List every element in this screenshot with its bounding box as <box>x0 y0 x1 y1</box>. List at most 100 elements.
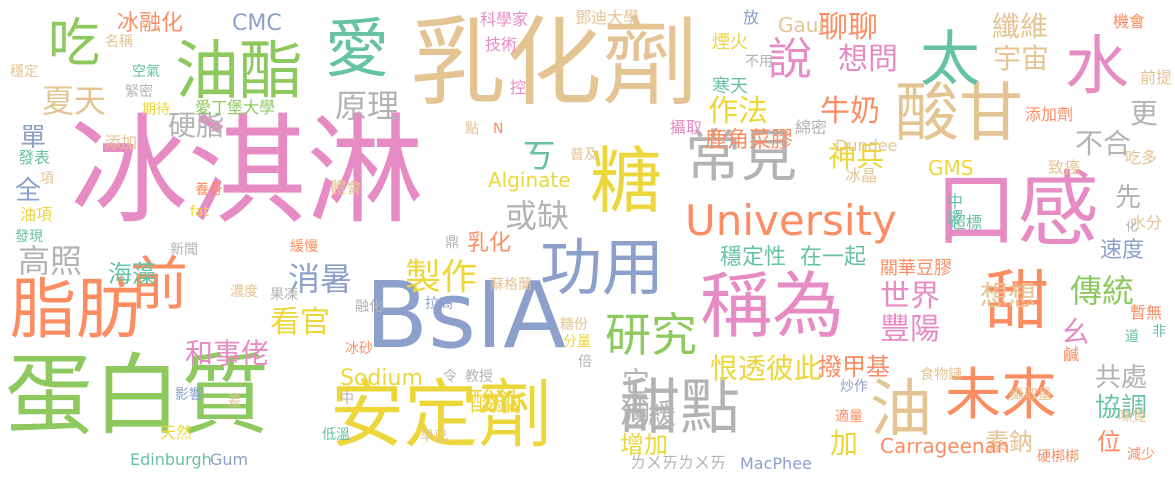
word-dundee: Dundee <box>835 136 898 155</box>
word-65b0805e: 新聞 <box>170 242 198 258</box>
word-gaur: Gaur <box>778 13 827 37</box>
word-62c99ad8: 拉高 <box>425 296 453 312</box>
word-4f5c6cd5: 作法 <box>708 94 768 129</box>
word-51b06676: 冰晶 <box>845 166 878 185</box>
word-macphee: MacPhee <box>740 454 812 473</box>
word-6fc35ea6: 濃度 <box>230 284 258 300</box>
word-9e79: 鹹 <box>1063 345 1080 364</box>
word-6cb9916f: 油酯 <box>175 35 303 109</box>
word-79d15b785bb6: 科學家 <box>480 10 529 29</box>
word-7159706b: 煙火 <box>712 32 748 53</box>
word-7cd6: 糖 <box>590 139 663 223</box>
word-804a804a: 聊聊 <box>818 10 878 45</box>
word-91278fea59275b78: 鄧迪大學 <box>575 8 640 27</box>
word-gum: Gum <box>210 450 249 469</box>
word-5168: 全 <box>15 176 42 206</box>
word-4e0d5408: 不合 <box>1075 127 1132 160</box>
word-4e2d8b6f: 中譯 <box>944 193 963 225</box>
word-906991cf: 適量 <box>835 409 863 425</box>
word-64a5753257fa: 撥甲基 <box>818 353 890 381</box>
word-8607683c862d: 蘇格蘭 <box>490 277 532 293</box>
word-548c4e8b4f6c: 和事佬 <box>185 337 270 370</box>
word-975e: 非 <box>1152 324 1166 340</box>
word-5148: 先 <box>1115 183 1142 213</box>
word-592a: 太 <box>920 25 980 95</box>
word-65596388: 教授 <box>465 369 493 385</box>
word-60f3554f: 想問 <box>838 42 898 77</box>
word-8c50967d: 豐陽 <box>880 312 940 347</box>
word-4e16754c: 世界 <box>880 279 940 314</box>
word-666e53ca: 普及 <box>570 147 598 163</box>
word-university: University <box>685 196 897 245</box>
word-725b5976: 牛奶 <box>820 94 880 129</box>
word-786c68866886: 硬梆梆 <box>1037 449 1079 465</box>
word-9ad46703: 體會 <box>330 178 363 197</box>
word-653e: 放 <box>743 8 760 27</box>
word-carrageenan: Carrageenan <box>880 434 1010 458</box>
word-7a3170ba: 稱為 <box>700 264 845 348</box>
word-990a8eab: 養身 <box>195 182 223 198</box>
word-810280aa: 脂肪 <box>10 271 142 348</box>
word-7e967dad: 纖維 <box>992 10 1049 43</box>
word-55ae: 單 <box>20 123 47 153</box>
word-6068900f5f7c6b64: 恨透彼此 <box>710 352 823 385</box>
word-6e1b7de9: 減緩 <box>620 397 677 430</box>
word-651d53d691cf: 攝取量 <box>1010 387 1052 403</box>
word-7a695b9a6027: 穩定性 <box>720 245 787 270</box>
word-7de96162: 緩慢 <box>290 239 318 255</box>
word-5b895b9a5291: 安定劑 <box>330 372 552 458</box>
word-bsia: BsIA <box>365 262 567 369</box>
word-gms: GMS <box>928 156 974 180</box>
word-529f7528: 功用 <box>540 231 665 304</box>
word-edinburgh: Edinburgh <box>130 450 212 469</box>
word-751c9ede: 甜點 <box>620 373 740 443</box>
word-fat: fat <box>190 204 209 220</box>
word-547389ba: 味覺 <box>1118 409 1146 425</box>
word-4e735316: 乳化 <box>467 231 512 256</box>
word-65e95df2: 早已 <box>420 429 448 445</box>
word-7a695b9a: 穩定 <box>10 64 38 80</box>
word-78147a76: 研究 <box>605 308 697 362</box>
word-53e3611f: 口感 <box>935 163 1100 258</box>
word-8aaa: 說 <box>768 34 812 85</box>
word-4f4e6eab: 低溫 <box>322 427 350 443</box>
word-5316: 化 <box>1124 220 1138 232</box>
word-51b06dc76dcb: 冰淇淋 <box>70 102 425 240</box>
word-500d: 倍 <box>578 354 592 370</box>
word-5b835006: 它倆 <box>618 367 651 423</box>
word-540d7a31: 名稱 <box>105 34 133 50</box>
word-590f5929: 夏天 <box>42 82 107 120</box>
word-770b5b98: 看官 <box>270 305 330 340</box>
word-9ede: 點 <box>465 121 479 137</box>
word-51718655: 共處 <box>1095 363 1148 393</box>
word-6d7785fb: 海藻 <box>108 260 156 288</box>
word-878d5316: 融化 <box>355 299 383 315</box>
word-679c51cd: 果凍 <box>270 287 298 303</box>
word-795e5175: 神兵 <box>828 140 885 173</box>
word-7a7a6c23: 空氣 <box>132 64 160 80</box>
word-70924f5c: 炒作 <box>840 379 868 395</box>
word-6a5f6703: 機會 <box>1113 12 1146 31</box>
word-524d: 前 <box>130 250 189 318</box>
word-672a4f86: 未來 <box>945 363 1057 428</box>
word-5e38898b: 常見 <box>685 125 797 190</box>
word-51b07802: 冰砂 <box>345 341 373 357</box>
word-9f0e: 鼎 <box>445 235 459 251</box>
word-62808853: 技術 <box>485 35 518 54</box>
word-62167f3a: 或缺 <box>505 197 570 235</box>
word-5403: 吃 <box>48 14 101 74</box>
word-52a0: 加 <box>830 427 859 460</box>
word-91789209: 酸鈉 <box>470 388 523 418</box>
word-611b4e01582159275b78: 愛丁堡大學 <box>195 98 276 117</box>
word-6d886691: 消暑 <box>288 260 353 298</box>
word-sodium: Sodium <box>340 366 423 391</box>
word-6e1b5c11: 減少 <box>1127 447 1155 463</box>
word-4e2d: 中 <box>340 391 354 407</box>
word-671f5f85: 期待 <box>142 102 170 118</box>
word-6cb9: 油 <box>870 372 933 445</box>
word-5403591a: 吃多 <box>1125 148 1158 167</box>
word-9053: 道 <box>1125 329 1139 345</box>
word-6dfb52a0: 添加 <box>105 133 138 152</box>
word-6c34: 水 <box>1065 30 1129 104</box>
word-310e: ㄎ <box>522 137 556 177</box>
